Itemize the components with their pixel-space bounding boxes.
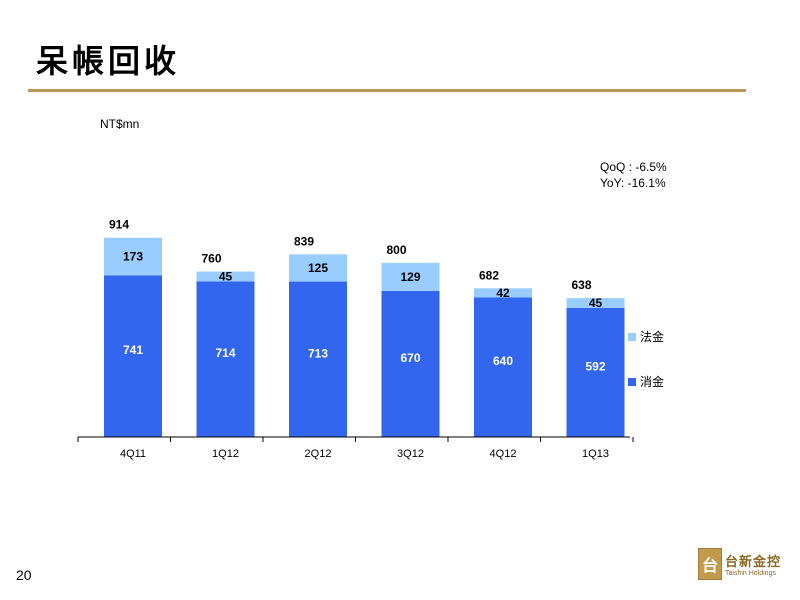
total-label-1Q12: 760 [201,252,221,266]
qoq-annotation: QoQ : -6.5% [600,160,667,174]
logo-name-cn: 台新金控 [725,555,782,570]
taishin-logo: 台 台新金控 Taishin Holdings [698,548,781,580]
data-label-corporate-1Q12: 45 [219,269,233,283]
bar-corporate-2Q12 [289,254,347,282]
total-label-4Q12: 682 [479,268,499,282]
title-divider [28,89,746,92]
x-tick-label-1Q12: 1Q12 [212,448,239,460]
data-label-corporate-1Q13: 45 [589,296,603,310]
data-label-corporate-4Q11: 173 [123,250,143,264]
data-label-consumer-2Q12: 713 [308,346,328,360]
legend-swatch-corporate [628,332,636,341]
total-label-1Q13: 638 [571,278,591,292]
data-label-consumer-1Q13: 592 [585,359,605,373]
yoy-annotation: YoY: -16.1% [600,176,666,190]
legend-label-corporate: 法金 [640,330,665,344]
bar-corporate-4Q12 [474,288,532,298]
page-number: 20 [16,567,32,583]
data-label-consumer-1Q12: 714 [215,346,235,360]
data-label-corporate-4Q12: 42 [496,286,510,300]
bar-consumer-1Q12 [196,281,255,437]
bar-consumer-1Q13 [566,307,625,437]
bar-corporate-4Q11 [104,237,162,276]
x-tick-label-2Q12: 2Q12 [305,448,332,460]
total-label-4Q11: 914 [109,218,129,232]
x-tick-label-1Q13: 1Q13 [582,448,609,460]
data-label-consumer-3Q12: 670 [400,351,420,365]
x-tick-label-4Q11: 4Q11 [120,448,146,460]
bar-corporate-1Q13 [566,298,625,308]
x-tick-label-4Q12: 4Q12 [490,448,517,460]
data-label-corporate-3Q12: 129 [400,270,420,284]
bar-consumer-2Q12 [289,281,347,437]
legend-label-consumer: 消金 [640,375,665,389]
bar-consumer-3Q12 [381,290,440,437]
x-tick-label-3Q12: 3Q12 [397,448,424,460]
data-label-corporate-2Q12: 125 [308,261,328,275]
logo-mark-icon: 台 [698,548,722,580]
page-title: 呆帳回收 [36,42,181,80]
bar-corporate-1Q12 [196,271,255,282]
legend-item-consumer: 消金 [628,373,664,390]
total-label-3Q12: 800 [386,243,406,257]
data-label-consumer-4Q12: 640 [493,354,513,368]
legend-item-corporate: 法金 [628,328,664,345]
total-label-2Q12: 839 [294,234,314,248]
bar-corporate-3Q12 [381,262,440,291]
unit-label: NT$mn [100,117,140,131]
bar-consumer-4Q12 [474,297,532,437]
legend-swatch-consumer [628,377,636,386]
bar-consumer-4Q11 [104,275,162,437]
logo-name-en: Taishin Holdings [725,570,776,577]
logo-text: 台新金控 Taishin Holdings [725,551,781,577]
data-label-consumer-4Q11: 741 [123,343,143,357]
